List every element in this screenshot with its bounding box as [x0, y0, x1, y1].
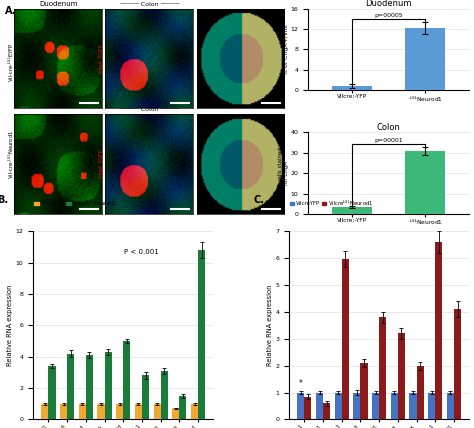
Title: ┈┈┈┈┈ Colon ┈┈┈┈┈: ┈┈┈┈┈ Colon ┈┈┈┈┈ [119, 2, 179, 7]
Bar [191, 404, 198, 419]
Text: Vil-cre-$^{LSL}$Neurod1: Vil-cre-$^{LSL}$Neurod1 [7, 129, 17, 179]
Bar [67, 354, 74, 419]
Text: Vil-cre-$^{LSL}$EYFP: Vil-cre-$^{LSL}$EYFP [7, 42, 17, 82]
Y-axis label: Relative RNA expression: Relative RNA expression [266, 285, 273, 366]
Bar [323, 403, 330, 419]
Bar [428, 392, 435, 419]
Text: *: * [299, 379, 303, 388]
Bar [304, 397, 311, 419]
Bar [353, 392, 360, 419]
Bar [447, 392, 454, 419]
Bar [435, 242, 442, 419]
Bar [417, 366, 424, 419]
Bar [372, 392, 379, 419]
Bar [332, 86, 372, 90]
Bar [379, 317, 386, 419]
Text: p=00001: p=00001 [374, 138, 403, 143]
Bar [79, 404, 86, 419]
Bar [405, 151, 446, 214]
Bar [154, 404, 161, 419]
Title: Duodenum: Duodenum [365, 0, 412, 8]
Bar [161, 371, 168, 419]
Bar [48, 366, 55, 419]
Bar [398, 333, 405, 419]
Y-axis label: Relative RNA expression: Relative RNA expression [7, 285, 13, 366]
Bar [332, 207, 372, 214]
Text: P < 0.001: P < 0.001 [124, 249, 159, 255]
Bar [391, 392, 398, 419]
Bar [198, 250, 205, 419]
Text: p=00005: p=00005 [374, 13, 403, 18]
Bar [454, 309, 461, 419]
Y-axis label: ChgA  EGFP: ChgA EGFP [99, 150, 104, 178]
Title: Duodenum: Duodenum [39, 1, 77, 7]
Bar [335, 392, 342, 419]
Bar [41, 404, 48, 419]
Bar [316, 392, 323, 419]
Bar [360, 363, 367, 419]
Bar [60, 404, 67, 419]
Y-axis label: ChgA  EGFP: ChgA EGFP [99, 44, 104, 73]
Y-axis label: %GFP cells stained
for ChgA: %GFP cells stained for ChgA [278, 147, 289, 199]
Title: Colon: Colon [377, 123, 401, 132]
Text: A.: A. [5, 6, 16, 16]
Text: B.: B. [0, 195, 8, 205]
Bar [105, 352, 112, 419]
Y-axis label: % of ChgA+/villi: % of ChgA+/villi [284, 24, 289, 75]
Bar [123, 341, 130, 419]
Legend: VilcreYFP, Vilcre$^{LSL}$Neurod1: VilcreYFP, Vilcre$^{LSL}$Neurod1 [32, 196, 120, 210]
Legend: VilcreYFP, Vilcre$^{LSL}$Neurod1: VilcreYFP, Vilcre$^{LSL}$Neurod1 [288, 196, 375, 210]
Bar [116, 404, 123, 419]
Bar [86, 355, 93, 419]
Bar [142, 375, 149, 419]
Title: ┈┈┈┈┈ Colon ┈┈┈┈┈: ┈┈┈┈┈ Colon ┈┈┈┈┈ [119, 107, 179, 113]
Bar [179, 396, 186, 419]
Text: C.: C. [253, 195, 264, 205]
Bar [98, 404, 105, 419]
Bar [342, 259, 349, 419]
Bar [172, 408, 179, 419]
Bar [405, 28, 446, 90]
Bar [297, 392, 304, 419]
Bar [410, 392, 417, 419]
Bar [135, 404, 142, 419]
